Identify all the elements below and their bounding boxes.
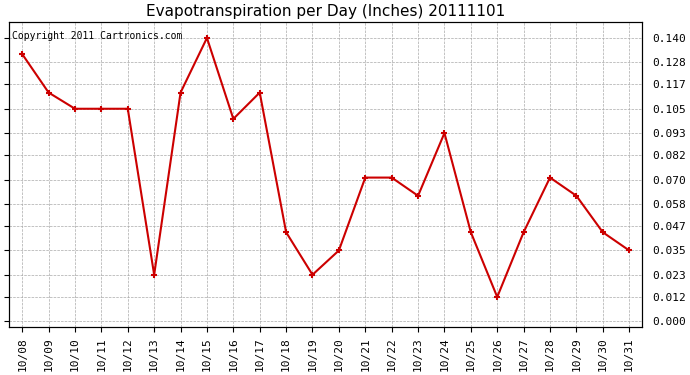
Text: Copyright 2011 Cartronics.com: Copyright 2011 Cartronics.com <box>12 31 183 41</box>
Title: Evapotranspiration per Day (Inches) 20111101: Evapotranspiration per Day (Inches) 2011… <box>146 4 505 19</box>
